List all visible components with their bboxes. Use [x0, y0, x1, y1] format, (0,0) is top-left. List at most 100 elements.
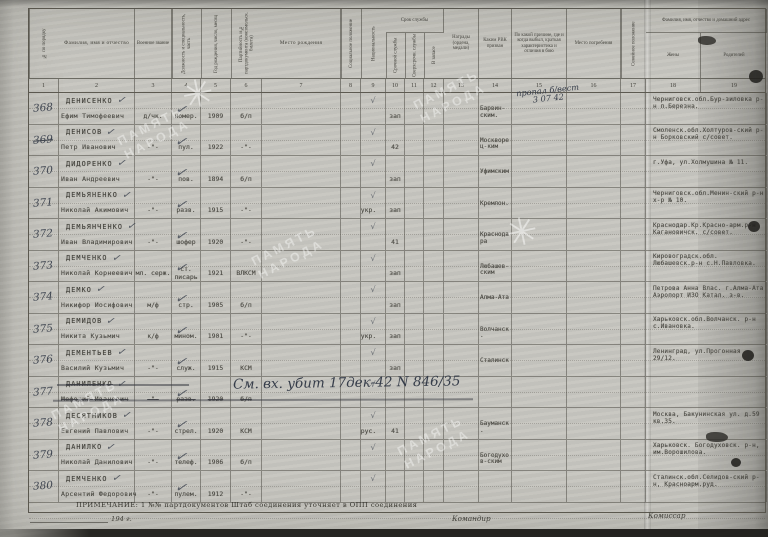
rank: д/чк. [143, 111, 163, 120]
duty: шофер [176, 237, 196, 246]
cell-awards [444, 93, 479, 124]
service-term: 41 [391, 426, 399, 435]
cell-party: -"- [231, 313, 262, 344]
header-column-number: 2 [59, 79, 135, 92]
cell-duty: стр. [172, 282, 201, 313]
given-name: Николай Корнеевич [61, 269, 133, 277]
cell-rank: -"- [135, 376, 172, 407]
check-mark: ✓ [95, 283, 105, 296]
cell-service-reserve [424, 282, 444, 313]
table-row: 375 ДЕМИДОВ ✓ Никита Кузьмич к/ф мином. 1… [29, 313, 767, 345]
cell-birth-year: 1922 [201, 124, 231, 155]
cell-rank: -"- [135, 124, 172, 155]
cell-party: б/п [231, 156, 262, 187]
cell-awards [444, 282, 479, 313]
given-name: Иван Владимирович [61, 237, 133, 246]
cell-service-term [386, 439, 405, 470]
small-check-mark: √ [370, 222, 376, 231]
check-mark-large: ✓ [173, 290, 189, 308]
cell-home-address: Харьковск.обл.Волчанск. р-н с.Ивановка. [646, 313, 767, 344]
duty: разв. [176, 206, 196, 214]
cell-home-address: Ленинград, ул.Прогонная 29/12. [646, 345, 767, 376]
birth-year: 1920 [207, 237, 224, 246]
check-mark-large: ✓ [173, 195, 189, 214]
small-check-mark: √ [370, 253, 376, 263]
cell-birth-year: 1915 [201, 187, 231, 218]
cell-rvk: Уфимским [479, 156, 512, 187]
row-number-handwritten: 370 [33, 164, 54, 178]
punch-hole [748, 221, 760, 232]
table-row: 368 ДЕНИСЕНКО ✓ Ефим Тимофеевич д/чк. ном… [29, 82, 767, 125]
rvk-drafted-by: Бауманск. [480, 420, 509, 434]
cell-rvk: Москворец-ким [479, 124, 512, 155]
check-mark-large: ✓ [173, 227, 189, 245]
cell-number: 375 [29, 313, 59, 344]
commissar-signature-label: Комиссар [648, 511, 686, 520]
cell-service-reserve [424, 250, 444, 281]
cell-nationality: √ рус. [361, 408, 386, 439]
small-check-mark: √ [370, 159, 376, 168]
cell-full-name: ДЕНИСОВ ✓ Петр Иванович [59, 124, 135, 155]
cell-burial-place [567, 124, 621, 155]
cell-full-name: ДЕМЬЯНЧЕНКО ✓ Иван Владимирович [59, 219, 136, 250]
cell-number: 371 [29, 187, 59, 218]
home-address: Сталинск.обл.Селидов-ский р-н, Красноарм… [653, 473, 760, 488]
birth-year: 1894 [207, 174, 224, 183]
header-col-10: Срочной службы [386, 33, 405, 78]
cell-service-reserve [424, 471, 444, 502]
cell-full-name: ДЕМЬЯНЕНКО ✓ Николай Акимович [59, 187, 135, 218]
surname: ДЕМЬЯНЧЕНКО [66, 222, 124, 231]
cell-birthplace [262, 156, 341, 187]
cell-rank: мл. серж. [135, 250, 172, 281]
cell-full-name: ДАНИЛКО ✓ Николай Данилович [59, 439, 135, 470]
header-col-4: Должность и специальность, часть [172, 9, 201, 78]
party: -"- [240, 206, 252, 214]
nationality: укр. [360, 332, 377, 340]
cell-rank: -"- [135, 471, 172, 502]
header-number-row: 1 2 3 4 5 6 7 8 9 10 11 12 13 14 15 16 17 18 19 [28, 78, 766, 93]
cell-awards [444, 156, 479, 187]
table-row: 379 ДАНИЛКО ✓ Николай Данилович -"- телеф… [29, 439, 767, 471]
cell-full-name: ДЕМЕНТЬЕВ ✓ Василий Кузьмич [59, 345, 135, 376]
cell-awards [444, 313, 479, 344]
cell-home-address: Харьковск. Богодуховск. р-н, им.Ворошило… [646, 439, 767, 470]
home-address: Смоленск.обл.Холтуров-ский р-н Борковски… [653, 127, 764, 141]
check-mark: ✓ [116, 157, 126, 170]
row-number-handwritten: 375 [33, 321, 54, 336]
cell-party: КСМ [231, 408, 262, 439]
header-column-number: 7 [262, 79, 341, 92]
punch-hole [742, 350, 754, 361]
cell-rvk: Любашев-ским [479, 250, 512, 281]
cell-rvk: Богодухов-ским [479, 439, 512, 470]
cell-rvk [479, 471, 512, 502]
cell-service-extra [405, 219, 424, 250]
header-column-number: 14 [479, 79, 512, 92]
cell-home-address: Сталинск.обл.Селидов-ский р-н, Красноарм… [646, 471, 767, 502]
header-col-13: Награды (ордена, медали) [444, 9, 479, 78]
given-name: Арсентий Федорович [61, 489, 137, 498]
cell-full-name: ДЕСЯТНИКОВ ✓ Евгений Павлович [59, 408, 135, 439]
party: -"- [240, 143, 252, 151]
row-number-handwritten: 377 [33, 384, 54, 399]
cell-full-name: ДИДОРЕНКО ✓ Иван Андреевич [59, 156, 135, 187]
cell-number: 376 [29, 345, 59, 376]
small-check-mark: √ [370, 474, 376, 483]
given-name: Василий Кузьмич [61, 363, 125, 372]
cell-nationality: √ [361, 250, 386, 281]
cell-nationality: √ [361, 124, 386, 155]
party: КСМ [240, 426, 252, 435]
party: -"- [240, 237, 252, 246]
cell-family-status [621, 219, 646, 250]
cell-duty: ст. писарь [172, 250, 201, 281]
cell-service-extra [405, 439, 424, 470]
rank: -"- [147, 143, 159, 151]
loss-register-table: № по порядку Фамилия, имя и отчество Вое… [28, 8, 767, 519]
cell-rank: -"- [135, 345, 172, 376]
cell-birthplace [262, 376, 341, 407]
commander-signature-label: Командир [452, 514, 491, 523]
cell-birthplace [262, 313, 341, 344]
cell-family-status [621, 439, 646, 470]
duty: пулем. [174, 489, 198, 498]
cell-family-status [621, 187, 646, 218]
